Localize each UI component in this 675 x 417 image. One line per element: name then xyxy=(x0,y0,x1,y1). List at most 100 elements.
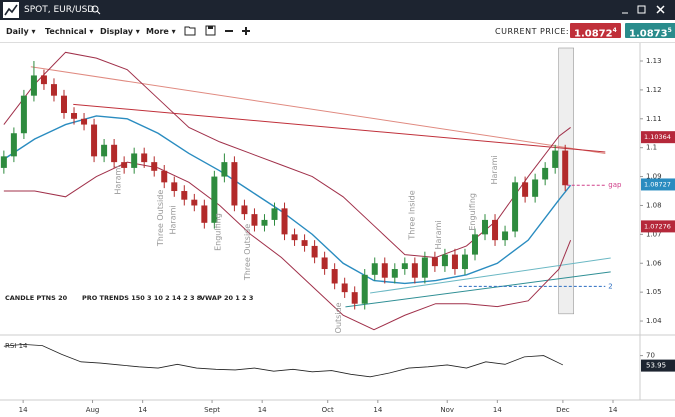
x-tick-label: Nov xyxy=(440,406,454,414)
indicator-line xyxy=(3,161,572,331)
candle-body xyxy=(30,75,37,96)
menu[interactable]: Daily xyxy=(6,27,36,36)
pattern-label: Engulfing xyxy=(214,213,223,251)
menu[interactable]: Display xyxy=(100,27,140,36)
logo xyxy=(3,2,19,18)
pattern-label: Outside xyxy=(334,302,343,333)
y-tick-label: 1.06 xyxy=(646,259,662,267)
candle-body xyxy=(522,182,529,197)
candle-body xyxy=(261,219,268,226)
x-tick-label: Aug xyxy=(86,406,100,414)
x-tick-label: 14 xyxy=(258,406,267,414)
rsi-last-label: 53.95 xyxy=(646,362,666,370)
candle-body xyxy=(321,257,328,270)
candle-body xyxy=(111,144,118,163)
bid-small: 4 xyxy=(612,27,617,34)
candle-body xyxy=(552,150,559,168)
candle-body xyxy=(61,95,67,114)
ask-price[interactable]: 1.08735 xyxy=(625,23,675,39)
candle-body xyxy=(291,234,298,241)
candle-body xyxy=(391,269,398,278)
bid-price[interactable]: 1.08724 xyxy=(570,23,621,40)
rsi-label: RSI 14 xyxy=(5,342,28,350)
candle-body xyxy=(231,162,238,206)
candle-body xyxy=(502,231,509,241)
ask-small: 5 xyxy=(667,27,672,34)
trendline xyxy=(370,257,611,294)
menu[interactable]: Technical xyxy=(45,27,93,36)
candle-body xyxy=(421,257,428,278)
price-label-box xyxy=(641,220,675,233)
indicator-label: PRO TRENDS 150 3 10 2 14 2 3 8 xyxy=(82,294,202,302)
candle-body xyxy=(40,75,47,85)
trendline xyxy=(345,271,611,308)
trendline xyxy=(73,103,606,153)
price-label: 1.10364 xyxy=(644,133,671,141)
price-label-box xyxy=(641,178,675,191)
y-tick-label: 1.13 xyxy=(646,57,662,65)
x-tick-label: 14 xyxy=(138,406,147,414)
price-label: 1.08727 xyxy=(644,180,671,188)
level-label: 2 xyxy=(608,282,612,290)
candle-body xyxy=(482,219,489,235)
candle-body xyxy=(351,292,358,304)
candle-body xyxy=(381,263,388,278)
y-tick-label: 1.05 xyxy=(646,288,662,296)
level-label: gap xyxy=(608,181,622,189)
plot-bg xyxy=(0,42,640,417)
candle-body xyxy=(542,167,549,180)
candle-body xyxy=(0,156,7,168)
candle-body xyxy=(562,150,569,186)
candle-body xyxy=(141,153,148,163)
candle-body xyxy=(492,219,499,241)
search-icon[interactable] xyxy=(91,5,101,15)
pattern-label: Harami xyxy=(490,155,499,184)
pattern-label: Three Inside xyxy=(407,190,416,240)
candle-body xyxy=(461,254,468,270)
pattern-label: Three Outside xyxy=(156,190,165,247)
candle-body xyxy=(401,263,408,270)
candle-body xyxy=(311,245,318,258)
candle-body xyxy=(271,208,278,220)
candle-body xyxy=(181,191,188,200)
candle-body xyxy=(191,199,198,206)
candle-body xyxy=(451,254,458,270)
candle-body xyxy=(441,254,448,267)
candle-body xyxy=(121,162,128,168)
candle-body xyxy=(20,95,27,134)
bid-big: 1.0872 xyxy=(574,28,613,40)
y-tick-label: 1.07 xyxy=(646,230,662,238)
candle-body xyxy=(371,263,378,275)
rsi-tick-label: 70 xyxy=(646,352,655,360)
indicator-label: VWAP 20 1 2 3 xyxy=(200,294,253,302)
candle-body xyxy=(201,205,208,223)
x-tick-label: Sept xyxy=(204,406,220,414)
x-tick-label: Oct xyxy=(322,406,334,414)
current-price-label: CURRENT PRICE: xyxy=(495,27,570,36)
candle-body xyxy=(281,208,288,235)
pattern-label: Engulfing xyxy=(468,193,477,231)
candle-body xyxy=(251,214,258,226)
candle-body xyxy=(10,133,17,157)
candle-body xyxy=(81,118,88,125)
window-title: SPOT, EUR/USD xyxy=(24,5,95,15)
candle-body xyxy=(50,84,57,96)
x-tick-label: 14 xyxy=(373,406,382,414)
candle-body xyxy=(512,182,519,232)
menu[interactable]: More xyxy=(146,27,176,36)
candle-body xyxy=(532,179,539,197)
y-tick-label: 1.1 xyxy=(646,144,657,152)
rsi-line xyxy=(3,343,564,378)
toolbar-icons[interactable] xyxy=(184,24,274,38)
candle-body xyxy=(71,113,78,119)
window-controls[interactable] xyxy=(620,4,670,16)
x-tick-label: 14 xyxy=(493,406,502,414)
price-label: 1.07276 xyxy=(644,222,671,230)
x-tick-label: 14 xyxy=(609,406,618,414)
candle-body xyxy=(151,162,158,171)
y-tick-label: 1.09 xyxy=(646,173,662,181)
toolbar: Daily Technical Display More CURRENT PRI… xyxy=(0,20,675,43)
pattern-label: Harami xyxy=(113,165,122,194)
